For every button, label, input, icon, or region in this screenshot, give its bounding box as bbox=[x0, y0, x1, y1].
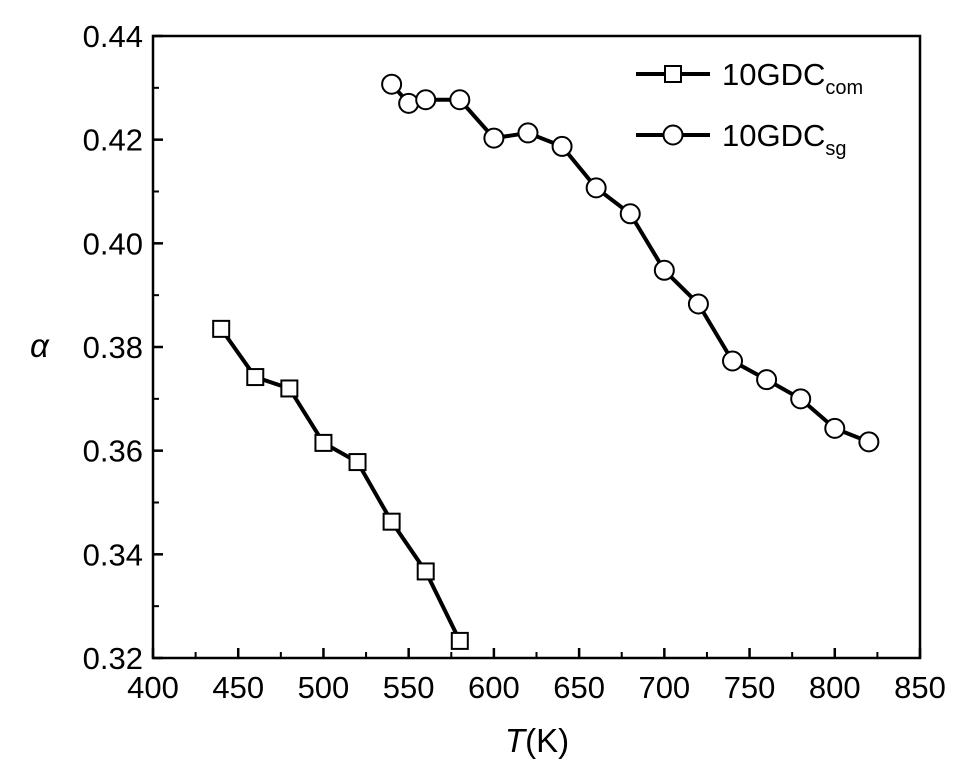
data-point bbox=[381, 73, 403, 95]
y-tick-label: 0.44 bbox=[83, 19, 143, 54]
y-axis-ticks: 0.32 0.34 0.36 0.38 0.40 0.42 0.44 bbox=[83, 19, 163, 676]
data-point bbox=[280, 379, 299, 398]
x-axis-unit: (K) bbox=[525, 722, 569, 759]
data-point bbox=[653, 259, 675, 281]
data-point bbox=[415, 89, 437, 111]
data-point bbox=[551, 135, 573, 157]
y-tick-label: 0.42 bbox=[83, 123, 143, 158]
y-tick-label: 0.40 bbox=[83, 226, 143, 261]
legend-item: 10GDCsg bbox=[636, 118, 847, 160]
data-point bbox=[246, 368, 265, 387]
x-tick-label: 650 bbox=[553, 670, 605, 705]
legend-item: 10GDCcom bbox=[636, 57, 863, 99]
data-point bbox=[449, 89, 471, 111]
x-tick-label: 850 bbox=[894, 670, 946, 705]
x-axis-ticks: 400 450 500 550 600 650 700 750 800 850 bbox=[127, 648, 946, 705]
data-point bbox=[824, 417, 846, 439]
data-point bbox=[517, 122, 539, 144]
y-tick-label: 0.36 bbox=[83, 434, 143, 469]
x-tick-label: 750 bbox=[724, 670, 776, 705]
series-layer bbox=[212, 73, 880, 650]
data-point bbox=[348, 453, 367, 472]
y-tick-label: 0.38 bbox=[83, 330, 143, 365]
x-axis-label-group: T(K) bbox=[505, 722, 569, 759]
y-tick-label: 0.34 bbox=[83, 537, 143, 572]
x-tick-label: 700 bbox=[638, 670, 690, 705]
data-point bbox=[756, 369, 778, 391]
data-point bbox=[858, 431, 880, 453]
series-line bbox=[390, 82, 870, 444]
data-point bbox=[382, 512, 401, 531]
data-point bbox=[619, 203, 641, 225]
x-tick-label: 800 bbox=[809, 670, 861, 705]
data-point bbox=[450, 631, 469, 650]
x-tick-label: 500 bbox=[298, 670, 350, 705]
data-point bbox=[687, 293, 709, 315]
data-point bbox=[722, 350, 744, 372]
legend-marker bbox=[664, 65, 682, 83]
legend-label: 10GDCsg bbox=[722, 118, 847, 160]
legend-marker bbox=[662, 124, 684, 146]
data-point bbox=[585, 177, 607, 199]
x-tick-label: 550 bbox=[383, 670, 435, 705]
data-point bbox=[398, 92, 420, 114]
data-point bbox=[790, 388, 812, 410]
x-tick-label: 450 bbox=[212, 670, 264, 705]
data-point bbox=[483, 127, 505, 149]
data-point bbox=[416, 562, 435, 581]
y-axis-label: α bbox=[30, 327, 50, 364]
legend-label: 10GDCcom bbox=[722, 57, 863, 99]
x-tick-label: 400 bbox=[127, 670, 179, 705]
series-square bbox=[212, 319, 469, 650]
x-tick-label: 600 bbox=[468, 670, 520, 705]
legend: 10GDCcom 10GDCsg bbox=[636, 57, 863, 160]
x-axis-label: T bbox=[505, 722, 528, 759]
data-point bbox=[212, 319, 231, 338]
y-tick-label: 0.32 bbox=[83, 641, 143, 676]
data-point bbox=[314, 433, 333, 452]
series-circle bbox=[381, 73, 880, 453]
